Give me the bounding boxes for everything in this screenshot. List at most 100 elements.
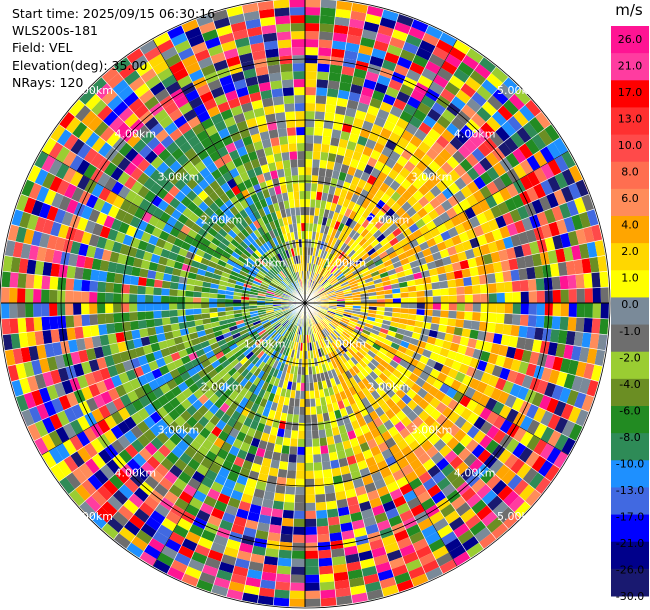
velocity-bin	[470, 478, 487, 494]
velocity-bin	[322, 127, 333, 138]
velocity-bin	[452, 202, 465, 216]
velocity-bin	[472, 429, 487, 445]
velocity-bin	[347, 358, 356, 368]
velocity-bin	[372, 229, 383, 239]
velocity-bin	[565, 330, 576, 346]
velocity-bin	[490, 387, 503, 402]
velocity-bin	[499, 172, 513, 188]
velocity-bin	[516, 336, 527, 350]
velocity-bin	[348, 132, 360, 144]
velocity-bin	[365, 71, 380, 83]
velocity-bin	[377, 24, 395, 37]
velocity-bin	[491, 479, 508, 496]
velocity-bin	[348, 280, 358, 286]
velocity-bin	[525, 186, 539, 203]
velocity-bin	[449, 342, 460, 353]
velocity-bin	[334, 358, 341, 368]
velocity-bin	[524, 254, 535, 269]
velocity-bin	[497, 506, 515, 524]
velocity-bin	[328, 323, 337, 330]
velocity-bin	[425, 25, 444, 40]
velocity-bin	[313, 256, 318, 265]
velocity-bin	[395, 247, 405, 256]
velocity-bin	[567, 274, 577, 290]
velocity-bin	[447, 194, 460, 208]
velocity-bin	[405, 69, 422, 83]
velocity-bin	[346, 260, 355, 268]
velocity-bin	[448, 295, 457, 304]
velocity-bin	[420, 153, 434, 167]
velocity-bin	[553, 451, 569, 469]
velocity-bin	[337, 365, 345, 375]
velocity-bin	[335, 338, 343, 347]
velocity-bin	[305, 207, 311, 216]
velocity-bin	[440, 531, 458, 546]
velocity-bin	[369, 370, 379, 381]
velocity-bin	[344, 257, 353, 266]
velocity-bin	[514, 219, 526, 234]
velocity-bin	[385, 207, 396, 219]
velocity-bin	[444, 537, 462, 553]
ray-separator	[304, 302, 509, 530]
velocity-bin	[576, 288, 585, 304]
velocity-bin	[481, 511, 498, 527]
velocity-bin	[325, 313, 334, 320]
velocity-bin	[330, 265, 338, 274]
velocity-bin	[440, 463, 455, 478]
ray-separator	[304, 302, 532, 507]
velocity-bin	[382, 228, 393, 238]
velocity-bin	[533, 167, 548, 184]
velocity-bin	[531, 455, 547, 473]
velocity-bin	[327, 291, 336, 296]
velocity-bin	[454, 223, 466, 235]
velocity-bin	[457, 344, 468, 356]
velocity-bin	[563, 216, 576, 233]
velocity-bin	[415, 314, 425, 322]
velocity-bin	[436, 354, 447, 365]
velocity-bin	[436, 241, 447, 252]
velocity-bin	[497, 105, 514, 122]
velocity-bin	[451, 360, 462, 372]
velocity-bin	[358, 249, 368, 258]
velocity-bin	[388, 251, 398, 260]
velocity-bin	[389, 212, 401, 223]
velocity-bin	[333, 113, 346, 124]
velocity-bin	[513, 110, 529, 127]
velocity-bin	[571, 214, 584, 231]
velocity-bin	[312, 159, 321, 168]
velocity-bin	[407, 285, 417, 293]
ray-separator	[304, 302, 552, 482]
velocity-bin	[317, 331, 324, 340]
velocity-bin	[453, 269, 464, 280]
velocity-bin	[376, 290, 385, 296]
velocity-bin	[486, 72, 504, 90]
velocity-bin	[506, 222, 519, 237]
velocity-bin	[464, 303, 473, 312]
velocity-bin	[331, 237, 338, 247]
velocity-bin	[492, 161, 507, 177]
velocity-bin	[452, 391, 465, 404]
colorbar-tick-label: -8.0	[619, 431, 640, 444]
velocity-bin	[480, 283, 489, 294]
velocity-bin	[334, 229, 342, 239]
velocity-bin	[399, 286, 409, 294]
velocity-bin	[340, 344, 348, 353]
velocity-bin	[405, 141, 418, 155]
velocity-bin	[305, 247, 308, 256]
velocity-bin	[446, 436, 460, 451]
velocity-bin	[560, 232, 572, 249]
velocity-bin	[413, 147, 426, 161]
colorbar-tick-label: 2.0	[621, 245, 639, 258]
velocity-bin	[331, 129, 342, 139]
velocity-bin	[415, 47, 433, 61]
velocity-bin	[373, 142, 386, 154]
velocity-bin	[470, 499, 488, 515]
velocity-bin	[385, 263, 395, 272]
velocity-bin	[392, 297, 401, 304]
velocity-bin	[521, 349, 532, 364]
velocity-bin	[464, 311, 473, 321]
velocity-bin	[392, 292, 401, 299]
velocity-bin	[313, 282, 320, 291]
velocity-bin	[597, 255, 608, 273]
velocity-bin	[393, 21, 412, 35]
